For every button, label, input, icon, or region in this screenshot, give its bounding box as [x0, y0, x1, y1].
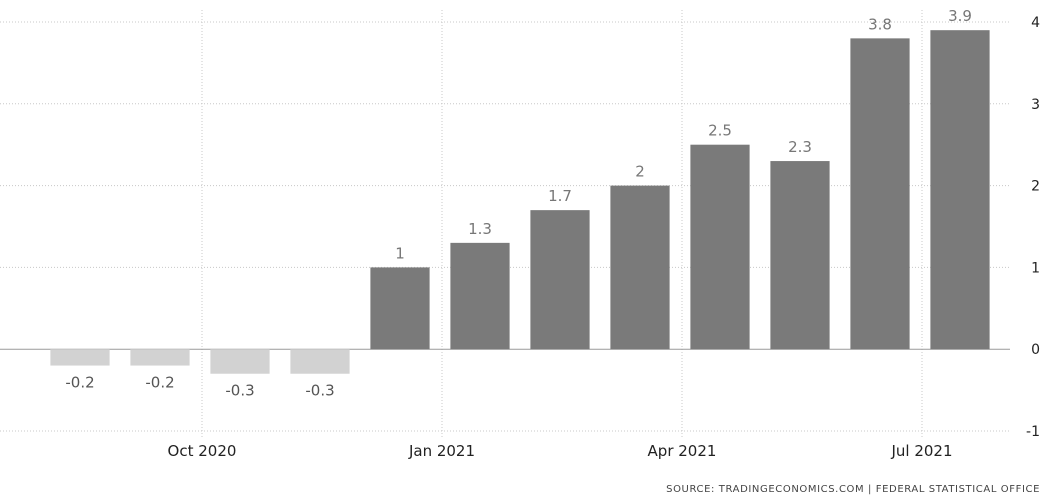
data-label: 2.5: [708, 122, 732, 140]
source-note: SOURCE: TRADINGECONOMICS.COM | FEDERAL S…: [666, 484, 1040, 495]
bar-negative: [50, 349, 110, 366]
bar-negative: [130, 349, 190, 366]
y-tick-label: -1: [1026, 424, 1040, 440]
bar-negative: [290, 349, 350, 374]
data-label: 2: [635, 163, 645, 181]
bar-positive: [770, 161, 830, 350]
data-label: 2.3: [788, 138, 812, 156]
bar-positive: [930, 30, 990, 350]
data-label: -0.2: [65, 374, 94, 392]
bar-positive: [690, 144, 750, 350]
y-tick-label: 2: [1031, 179, 1040, 195]
bar-positive: [530, 210, 590, 350]
data-label: -0.3: [305, 382, 334, 400]
data-label: 3.9: [948, 7, 972, 25]
x-tick-label: Apr 2021: [648, 442, 717, 460]
data-label: -0.2: [145, 374, 174, 392]
y-tick-label: 3: [1031, 97, 1040, 113]
x-tick-label: Oct 2020: [168, 442, 237, 460]
data-label: 1.3: [468, 220, 492, 238]
bar-positive: [610, 185, 670, 350]
bar-positive: [450, 242, 510, 350]
x-tick-label: Jul 2021: [890, 442, 952, 460]
x-tick-label: Jan 2021: [408, 442, 475, 460]
data-label: -0.3: [225, 382, 254, 400]
data-label: 3.8: [868, 15, 892, 33]
bar-positive: [370, 267, 430, 350]
y-tick-label: 1: [1031, 260, 1040, 276]
y-tick-label: 0: [1031, 342, 1040, 358]
bar-negative: [210, 349, 270, 374]
data-label: 1: [395, 244, 405, 262]
bar-positive: [850, 38, 910, 350]
data-label: 1.7: [548, 187, 572, 205]
y-tick-label: 4: [1031, 15, 1040, 31]
